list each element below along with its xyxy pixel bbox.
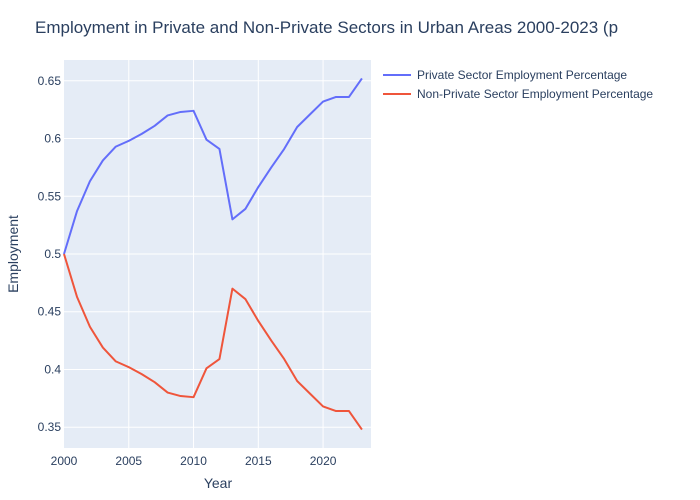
x-tick-label: 2020: [310, 454, 337, 468]
legend-label-0: Private Sector Employment Percentage: [417, 68, 627, 82]
y-axis-label: Employment: [5, 215, 21, 293]
x-tick-label: 2010: [180, 454, 207, 468]
y-tick-label: 0.45: [38, 305, 62, 319]
y-tick-label: 0.65: [38, 74, 62, 88]
gridlines: [64, 60, 371, 448]
y-tick-label: 0.5: [44, 247, 61, 261]
y-tick-label: 0.4: [44, 362, 61, 376]
x-tick-label: 2005: [115, 454, 142, 468]
chart-title: Employment in Private and Non-Private Se…: [35, 18, 618, 37]
series-line-1: [63, 253, 363, 431]
y-tick-label: 0.55: [38, 189, 62, 203]
legend-label-1: Non-Private Sector Employment Percentage: [417, 87, 653, 101]
series-line-0: [63, 77, 363, 255]
x-tick-label: 2000: [51, 454, 78, 468]
y-tick-label: 0.6: [44, 132, 61, 146]
x-tick-label: 2015: [245, 454, 272, 468]
x-axis-ticks: 2000 2005 2010 2015 2020: [51, 454, 337, 468]
series-layer: [63, 77, 363, 431]
y-tick-label: 0.35: [38, 420, 62, 434]
legend: Private Sector Employment Percentage Non-…: [383, 68, 653, 101]
x-axis-label: Year: [204, 475, 233, 491]
y-axis-ticks: 0.35 0.4 0.45 0.5 0.55 0.6 0.65: [38, 74, 62, 434]
